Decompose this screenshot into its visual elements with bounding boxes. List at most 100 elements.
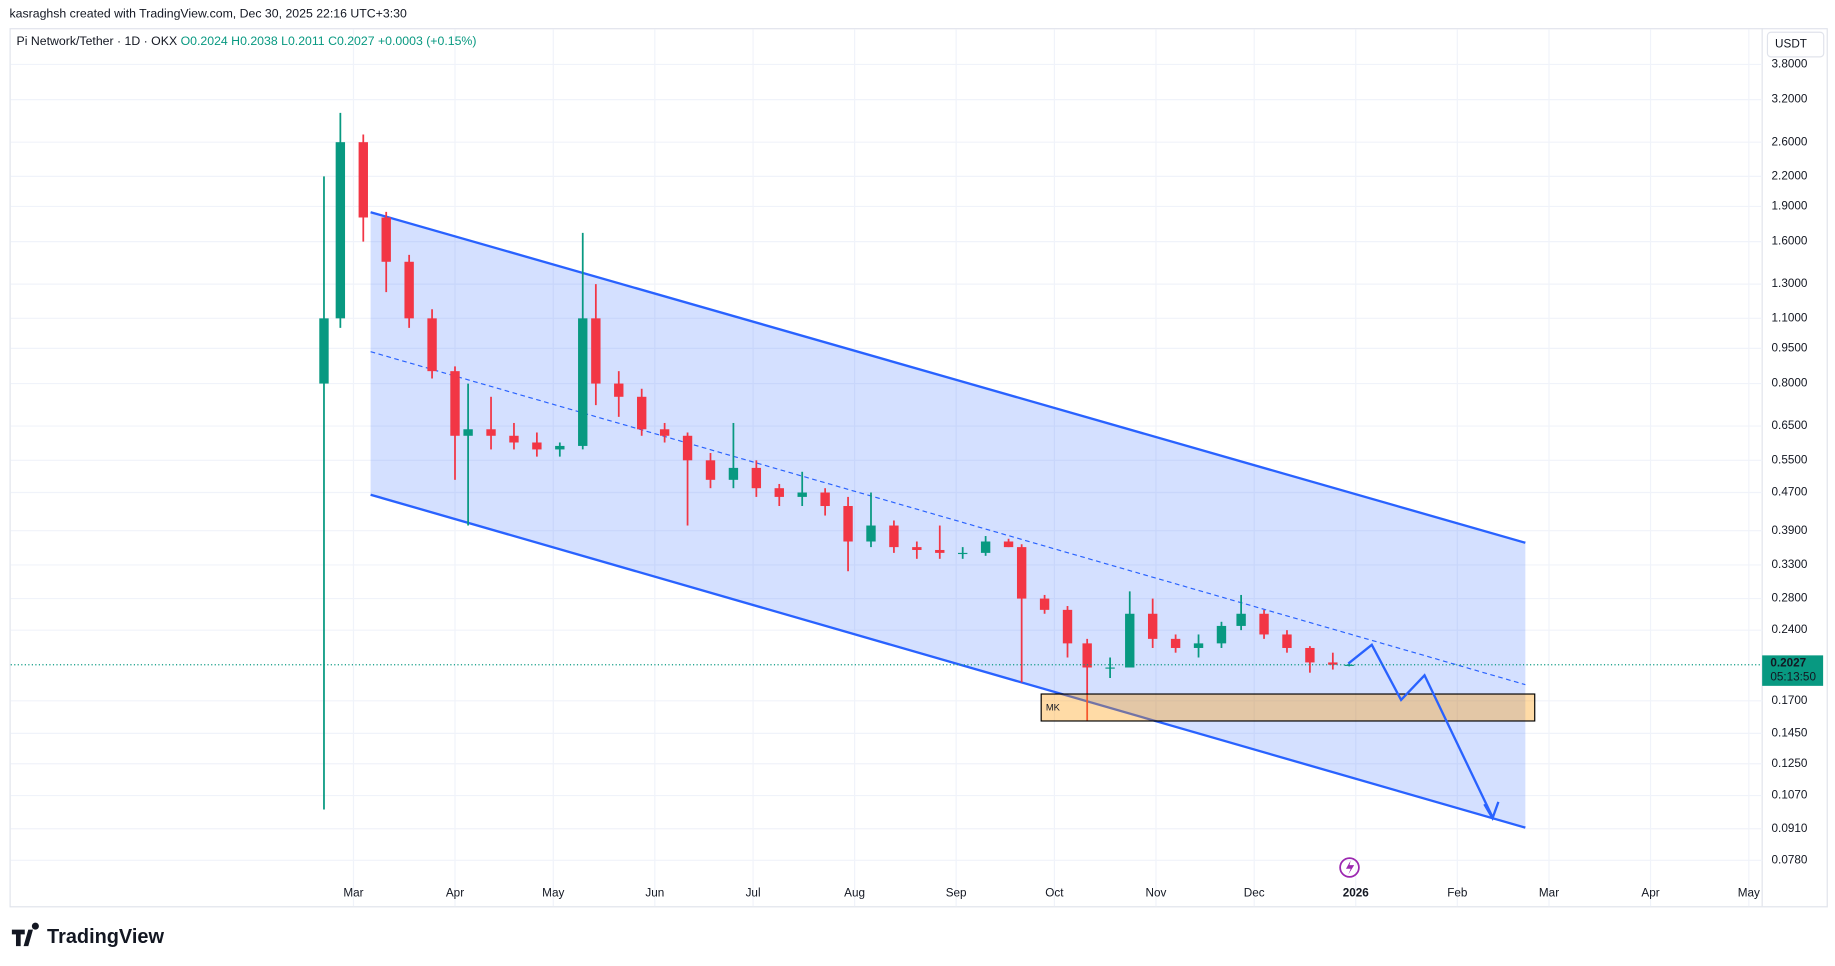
event-bolt — [1345, 860, 1355, 875]
candle-body — [1344, 664, 1354, 666]
credit: kasraghsh created with TradingView.com, … — [10, 6, 407, 20]
legend: Pi Network/Tether · 1D · OKX O0.2024 H0.… — [17, 34, 477, 48]
candle-body — [637, 396, 647, 430]
candle-body — [659, 429, 670, 436]
x-tick-label: Feb — [1447, 886, 1468, 899]
candle-body — [1259, 613, 1269, 635]
candle-body — [889, 525, 899, 548]
candle-body — [591, 318, 601, 384]
y-tick-label: 2.6000 — [1772, 135, 1808, 148]
zone-box — [1040, 693, 1536, 722]
x-tick-label: Apr — [446, 886, 464, 899]
arrow-head — [1483, 801, 1500, 822]
candle-body — [866, 525, 876, 542]
x-tick-label: Jun — [645, 886, 664, 899]
candle-body — [820, 492, 830, 507]
y-tick-label: 3.2000 — [1772, 93, 1808, 106]
x-tick-label: Oct — [1045, 886, 1064, 899]
candle-body — [1236, 613, 1246, 626]
y-tick-label: 0.4700 — [1772, 486, 1808, 499]
x-tick-label: Dec — [1244, 886, 1265, 899]
brand-name: TradingView — [47, 926, 164, 948]
zone-label: MK — [1046, 703, 1061, 713]
y-tick-label: 1.3000 — [1772, 277, 1808, 290]
candle-body — [1062, 609, 1073, 644]
countdown: 05:13:50 — [1770, 671, 1816, 684]
channel-mid — [370, 351, 1526, 686]
candle-body — [509, 435, 519, 443]
y-tick-label: 0.9500 — [1772, 341, 1808, 354]
candle-body — [427, 318, 437, 372]
candle-body — [705, 460, 716, 480]
y-tick-label: 0.2800 — [1772, 592, 1808, 605]
y-tick-label: 0.8000 — [1772, 377, 1808, 390]
y-tick-label: 0.6500 — [1772, 419, 1808, 432]
ohlc-high: H0.2038 — [231, 34, 278, 48]
y-tick-label: 2.2000 — [1772, 169, 1808, 182]
y-tick-label: 0.0910 — [1772, 822, 1808, 835]
candle-body — [319, 318, 329, 384]
candle-body — [1305, 647, 1315, 663]
event-icon[interactable] — [1339, 857, 1360, 878]
y-tick-label: 0.3900 — [1772, 524, 1808, 537]
x-tick-label: May — [1738, 886, 1760, 899]
y-tick-label: 0.5500 — [1772, 453, 1808, 466]
candle-body — [751, 467, 762, 489]
path-arrow — [1347, 642, 1494, 818]
y-tick-label: 0.1250 — [1772, 757, 1808, 770]
y-tick-label: 1.6000 — [1772, 235, 1808, 248]
candle-body — [843, 506, 853, 542]
y-tick-label: 0.3300 — [1772, 558, 1808, 571]
channel-fill — [370, 212, 1526, 828]
y-tick-label: 1.9000 — [1772, 200, 1808, 213]
symbol: Pi Network/Tether · 1D · OKX — [17, 34, 178, 48]
candle-body — [958, 552, 968, 555]
y-tick-label: 1.1000 — [1772, 311, 1808, 324]
x-tick-label: Mar — [1539, 886, 1559, 899]
candle-body — [532, 442, 542, 450]
candle-body — [1282, 634, 1292, 648]
last-price-label: 0.2027 — [1770, 657, 1806, 670]
x-tick-label: Sep — [946, 886, 967, 899]
x-tick-label: Apr — [1641, 886, 1659, 899]
y-tick-label: 3.8000 — [1772, 58, 1808, 71]
chart-frame — [9, 28, 1828, 908]
x-tick-label: Mar — [343, 886, 363, 899]
candle-body — [555, 445, 565, 450]
y-tick-label: 0.1450 — [1772, 726, 1808, 739]
candle-body — [912, 547, 922, 550]
candle-body — [1193, 643, 1204, 648]
candle-body — [1003, 541, 1014, 548]
y-tick-label: 0.0780 — [1772, 853, 1808, 866]
candle-body — [1216, 625, 1227, 644]
channel-lower — [370, 493, 1526, 829]
y-tick-label: 0.1070 — [1772, 789, 1808, 802]
candle-body — [614, 383, 624, 397]
candle-body — [1170, 638, 1181, 648]
candle-body — [1105, 667, 1115, 669]
ohlc-open: O0.2024 — [181, 34, 228, 48]
candle-body — [1082, 643, 1092, 668]
candle-body — [358, 142, 368, 218]
candle-body — [578, 318, 588, 446]
candle-body — [797, 492, 807, 497]
currency: USDT — [1775, 38, 1807, 51]
candle-body — [381, 217, 391, 262]
candle-body — [1328, 662, 1338, 665]
candle-body — [335, 142, 346, 319]
last-price-box — [1762, 655, 1824, 686]
candle-body — [463, 429, 473, 436]
candle-body — [1147, 613, 1158, 639]
x-tick-label: Aug — [844, 886, 865, 899]
brand-mark — [11, 922, 39, 947]
candle-body — [404, 261, 414, 319]
ohlc-low: L0.2011 — [281, 34, 325, 48]
candle-body — [682, 435, 693, 461]
candle-body — [486, 429, 496, 436]
candle-body — [450, 371, 460, 436]
candle-body — [1039, 598, 1050, 610]
currency-box[interactable] — [1766, 31, 1825, 58]
x-tick-label: Jul — [746, 886, 761, 899]
